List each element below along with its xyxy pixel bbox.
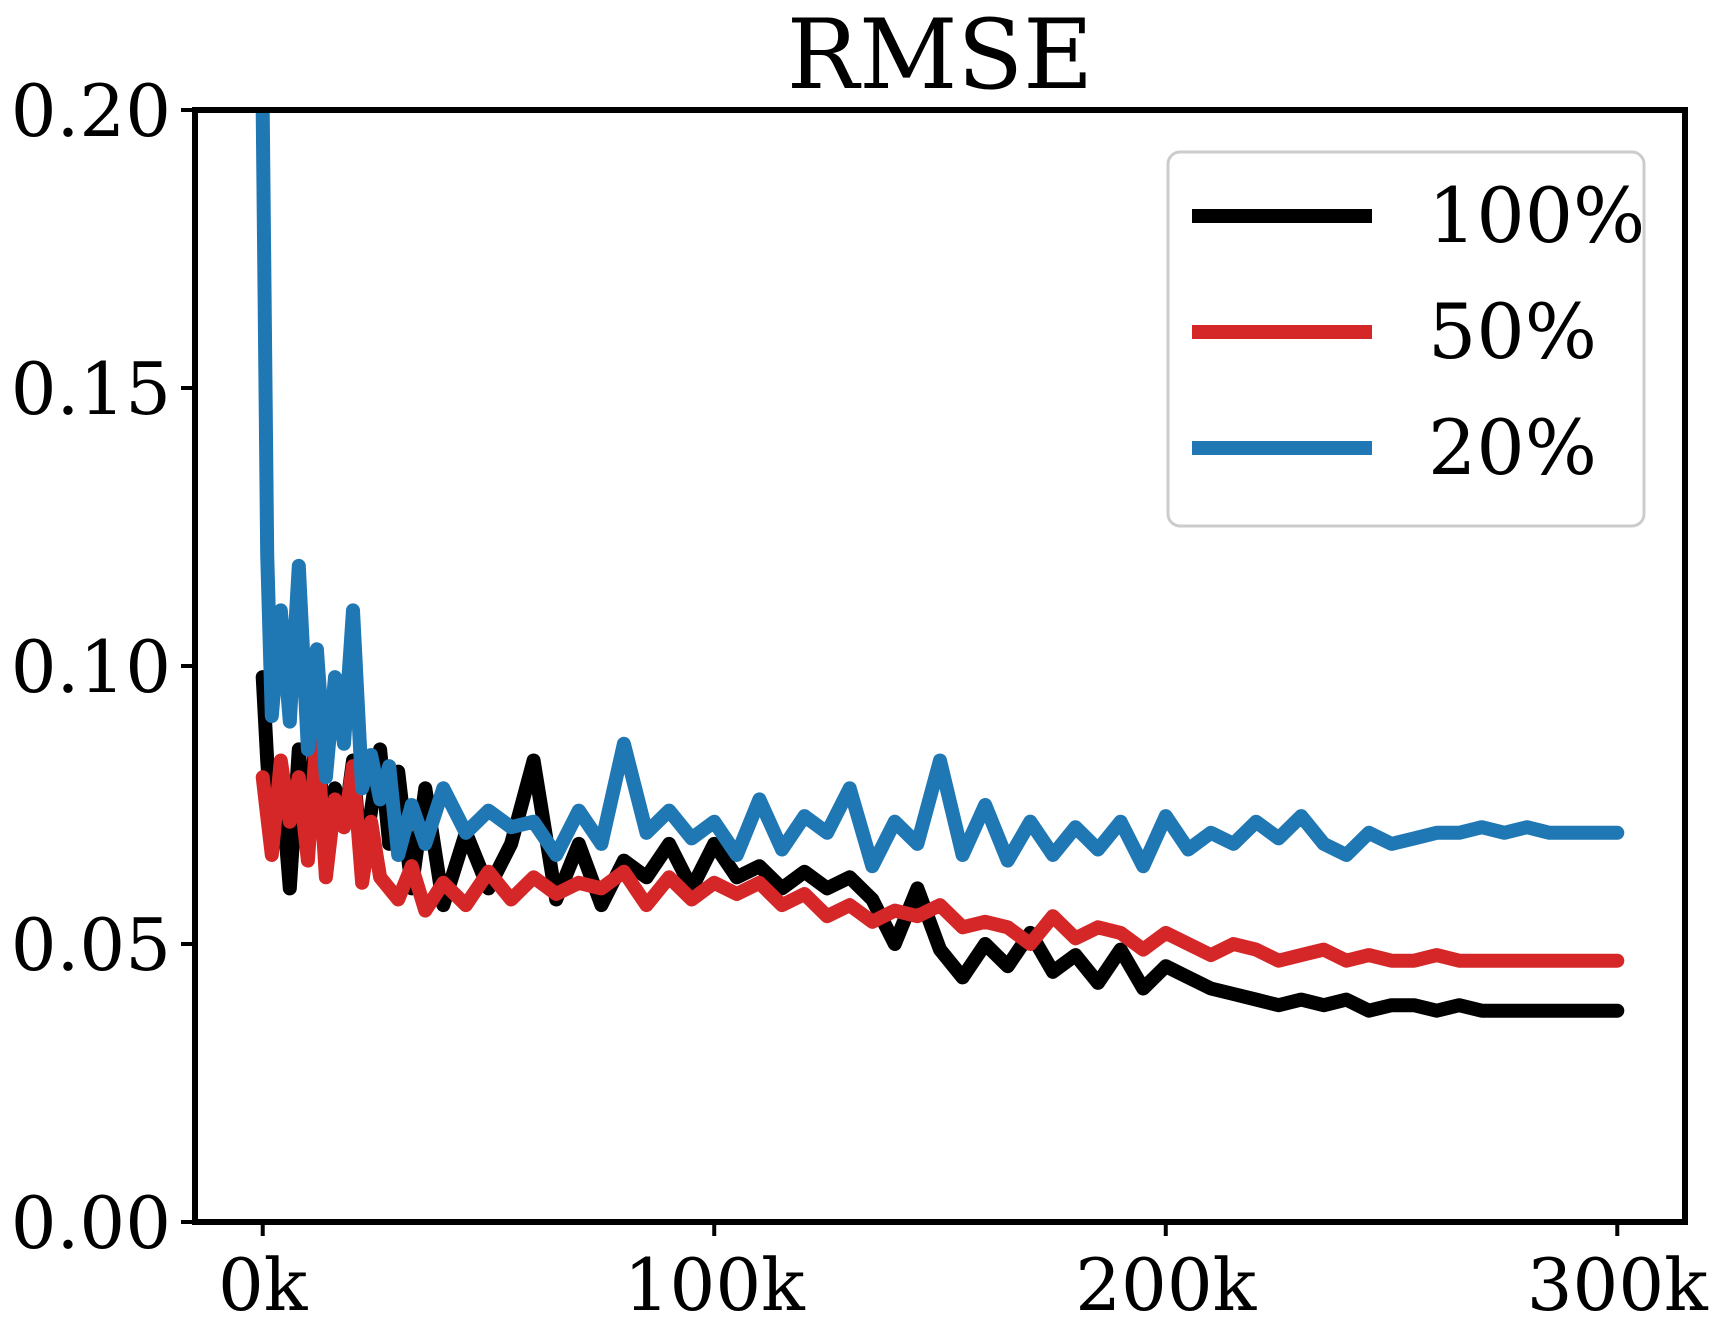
legend-box	[1166, 150, 1646, 528]
y-tick-label-3: 0.15	[11, 347, 171, 431]
axes: 0k 100k 200k 300k 0.00 0.05 0.10 0.15 0.20	[11, 69, 1709, 1327]
x-tick-label-0: 0k	[218, 1243, 309, 1327]
y-tick-label-0: 0.00	[11, 1181, 171, 1265]
series-layer	[255, 110, 1625, 1018]
legend-label-50pct: 50%	[1428, 287, 1597, 376]
legend: 100% 50% 20%	[1166, 150, 1646, 528]
x-tick-label-3: 300k	[1527, 1243, 1709, 1327]
chart-title: RMSE	[787, 0, 1093, 111]
series-line-50pct	[255, 725, 1625, 968]
y-tick-label-1: 0.05	[11, 903, 171, 987]
y-tick-label-4: 0.20	[11, 69, 171, 153]
x-tick-label-2: 200k	[1075, 1243, 1257, 1327]
y-tick-label-2: 0.10	[11, 625, 171, 709]
legend-label-100pct: 100%	[1428, 171, 1645, 260]
series-line-20pct	[255, 110, 1625, 874]
x-tick-label-1: 100k	[624, 1243, 806, 1327]
legend-label-20pct: 20%	[1428, 403, 1597, 492]
